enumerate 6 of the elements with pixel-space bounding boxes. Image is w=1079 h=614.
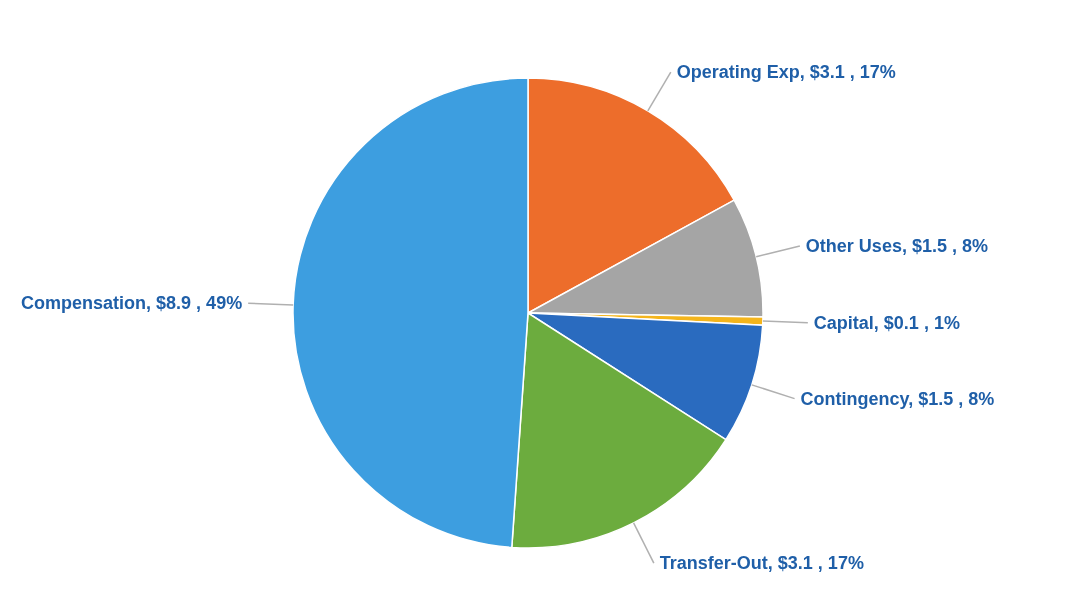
slice-label: Operating Exp, $3.1 , 17% [676,62,896,83]
slice-label: Compensation, $8.9 , 49% [21,293,243,314]
slice-label: Transfer-Out, $3.1 , 17% [659,553,864,574]
slice-label: Other Uses, $1.5 , 8% [805,235,988,256]
slice-label: Capital, $0.1 , 1% [813,312,960,333]
slice-label: Contingency, $1.5 , 8% [800,388,995,409]
